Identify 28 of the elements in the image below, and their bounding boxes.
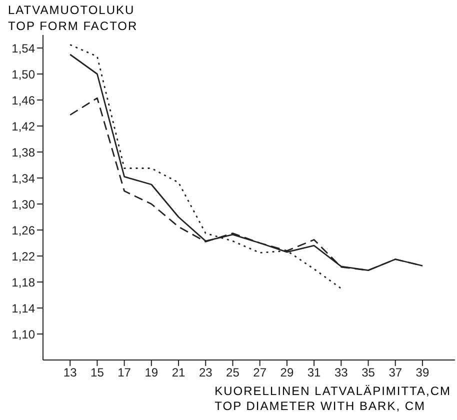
y-tick-label: 1,10 (12, 327, 36, 342)
x-axis-title: KUORELLINEN LATVALÄPIMITTA,CM TOP DIAMETER WITH BARK, CM (214, 384, 451, 414)
y-tick-label: 1,22 (12, 249, 36, 264)
x-tick-label: 33 (334, 366, 348, 380)
x-tick-label: 25 (226, 366, 240, 380)
x-tick-label: 15 (90, 366, 104, 380)
y-tick-label: 1,46 (12, 93, 36, 108)
x-tick-label: 23 (198, 366, 213, 380)
x-tick-label: 27 (253, 366, 267, 380)
y-tick-label: 1,26 (12, 223, 36, 238)
x-tick-label: 19 (144, 366, 158, 380)
x-tick-label: 39 (416, 366, 430, 380)
y-tick-label: 1,34 (12, 171, 36, 186)
y-tick-label: 1,38 (12, 145, 36, 160)
x-tick-label: 13 (63, 366, 78, 380)
y-tick-label: 1,42 (12, 119, 36, 134)
x-tick-label: 29 (280, 366, 294, 380)
x-tick-label: 31 (307, 366, 322, 380)
y-tick-label: 1,18 (12, 275, 36, 290)
x-tick-label: 37 (388, 366, 402, 380)
y-tick-label: 1,54 (12, 41, 36, 56)
x-tick-label: 21 (172, 366, 186, 380)
y-tick-label: 1,50 (12, 67, 36, 82)
y-tick-label: 1,30 (12, 197, 36, 212)
x-tick-label: 17 (118, 366, 132, 380)
y-axis-title: LATVAMUOTOLUKU TOP FORM FACTOR (8, 2, 138, 34)
y-tick-label: 1,14 (12, 301, 36, 316)
x-tick-label: 35 (362, 366, 376, 380)
